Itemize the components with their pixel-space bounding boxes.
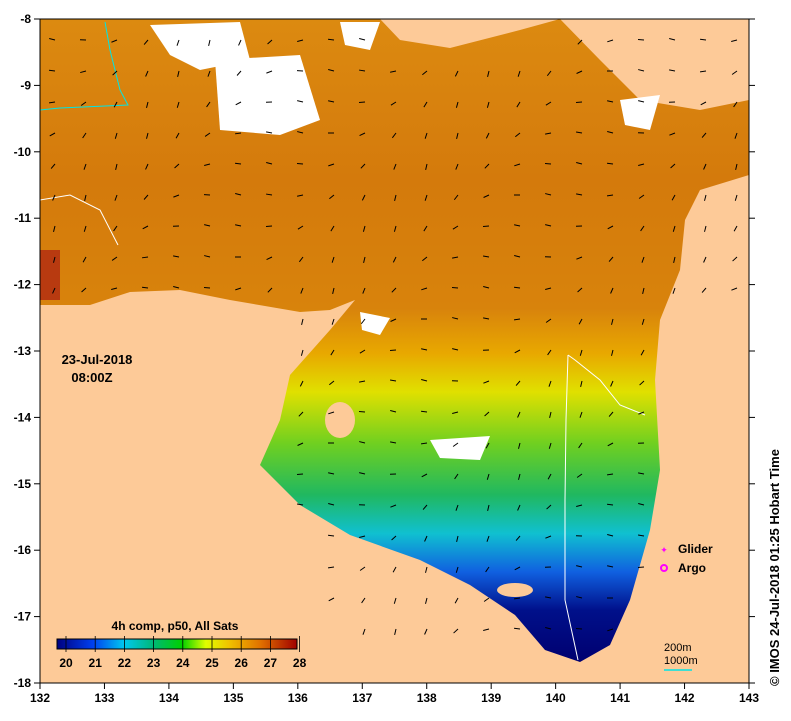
colorbar-tick-label: 26 <box>235 656 249 670</box>
y-tick-label: -11 <box>14 211 31 225</box>
y-tick-label: -13 <box>14 344 32 358</box>
colorbar-tick-label: 27 <box>264 656 278 670</box>
y-tick-label: -18 <box>14 676 32 690</box>
y-tick-label: -16 <box>14 543 32 557</box>
argo-label: Argo <box>678 561 706 575</box>
x-tick-label: 132 <box>30 691 50 705</box>
time-label: 08:00Z <box>71 370 112 385</box>
current-vector <box>297 163 303 164</box>
y-tick-label: -8 <box>20 12 31 26</box>
colorbar-title: 4h comp, p50, All Sats <box>112 619 239 633</box>
current-vector <box>390 350 396 351</box>
isobath-200m-label: 200m <box>664 642 692 654</box>
island <box>325 402 355 438</box>
colorbar-tick-label: 21 <box>89 656 103 670</box>
x-tick-label: 136 <box>288 691 308 705</box>
current-vector <box>452 287 458 288</box>
x-tick-label: 138 <box>417 691 437 705</box>
current-vector <box>576 102 582 103</box>
x-tick-label: 133 <box>94 691 114 705</box>
isobath-1000m-label: 1000m <box>664 655 698 667</box>
y-tick-label: -10 <box>14 145 32 159</box>
colorbar-tick-label: 28 <box>293 656 307 670</box>
colorbar-tick-label: 20 <box>59 656 73 670</box>
x-tick-label: 137 <box>352 691 372 705</box>
credit-text: © IMOS 24-Jul-2018 01:25 Hobart Time <box>767 449 782 686</box>
colorbar-tick-label: 25 <box>205 656 219 670</box>
current-vector <box>359 411 365 412</box>
warm-patch <box>40 250 60 300</box>
current-vector <box>638 567 644 568</box>
y-tick-label: -14 <box>14 410 32 424</box>
glider-marker: ✦ <box>660 545 668 555</box>
colorbar-tick-label: 22 <box>118 656 132 670</box>
x-tick-label: 142 <box>675 691 695 705</box>
y-tick-label: -9 <box>20 78 31 92</box>
current-vector <box>545 163 551 164</box>
colorbar-tick-label: 24 <box>176 656 190 670</box>
x-tick-label: 141 <box>610 691 630 705</box>
current-vector <box>266 226 272 227</box>
x-tick-label: 135 <box>223 691 243 705</box>
current-vector <box>297 474 303 475</box>
x-axis: 132 133 134 135 136 137 138 139 140 141 142 143 <box>30 683 759 705</box>
y-tick-label: -15 <box>14 477 32 491</box>
island <box>497 583 533 597</box>
colorbar <box>57 639 297 649</box>
colorbar-tick-label: 23 <box>147 656 161 670</box>
x-tick-label: 143 <box>739 691 759 705</box>
x-tick-label: 134 <box>159 691 179 705</box>
y-tick-label: -17 <box>14 610 32 624</box>
x-tick-label: 139 <box>481 691 501 705</box>
x-tick-label: 140 <box>546 691 566 705</box>
current-vector <box>359 102 365 103</box>
glider-label: Glider <box>678 542 713 556</box>
current-vector <box>204 287 210 288</box>
current-vector <box>483 226 489 227</box>
date-label: 23-Jul-2018 <box>62 352 133 367</box>
current-vector <box>638 39 644 40</box>
y-tick-label: -12 <box>14 278 32 292</box>
current-vector <box>576 628 582 629</box>
